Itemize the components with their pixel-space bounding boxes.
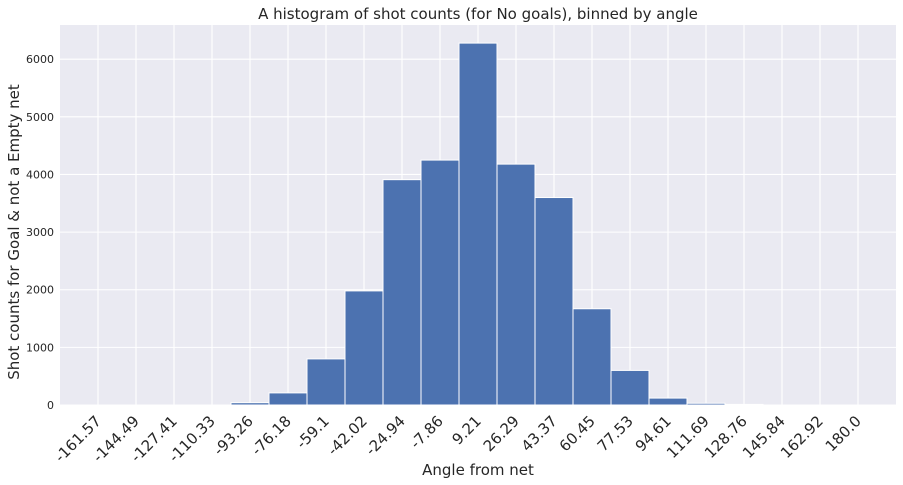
histogram-bar	[724, 403, 764, 406]
x-tick-label: 77.53	[594, 412, 637, 455]
bars	[230, 42, 764, 406]
chart-title: A histogram of shot counts (for No goals…	[258, 5, 698, 23]
x-tick-label: 43.37	[518, 412, 561, 455]
x-ticks: -161.57-144.49-127.41-110.33-93.26-76.18…	[51, 412, 865, 466]
y-tick-label: 4000	[26, 168, 54, 181]
histogram-bar	[458, 42, 498, 406]
histogram-bar	[420, 159, 460, 406]
x-tick-label: 180.0	[822, 412, 865, 455]
histogram-bar	[534, 197, 574, 406]
y-ticks: 0 1000 2000 3000 4000 5000 6000	[26, 53, 54, 412]
x-tick-label: -76.18	[248, 412, 295, 459]
x-axis-label: Angle from net	[422, 461, 534, 479]
x-tick-label: -24.94	[362, 412, 409, 459]
y-tick-label: 3000	[26, 226, 54, 239]
y-tick-label: 1000	[26, 341, 54, 354]
y-tick-label: 6000	[26, 53, 54, 66]
y-tick-label: 5000	[26, 111, 54, 124]
y-tick-label: 2000	[26, 284, 54, 297]
x-tick-label: -93.26	[210, 412, 257, 459]
y-axis-label: Shot counts for Goal & not a Empty net	[5, 84, 23, 380]
histogram-bar	[230, 402, 270, 406]
x-tick-label: 162.92	[777, 412, 827, 462]
histogram-bar	[496, 163, 536, 406]
histogram-bar	[382, 179, 422, 406]
histogram-bar	[306, 358, 346, 406]
histogram-bar	[268, 392, 308, 406]
histogram-bar	[648, 397, 688, 406]
histogram-bar	[686, 402, 726, 406]
y-tick-label: 0	[47, 399, 54, 412]
x-tick-label: -7.86	[407, 412, 447, 452]
histogram-bar	[610, 369, 650, 406]
x-tick-label: -42.02	[324, 412, 371, 459]
histogram-bar	[572, 308, 612, 406]
x-tick-label: 60.45	[556, 412, 599, 455]
histogram-bar	[344, 290, 384, 406]
x-tick-label: 26.29	[480, 412, 523, 455]
